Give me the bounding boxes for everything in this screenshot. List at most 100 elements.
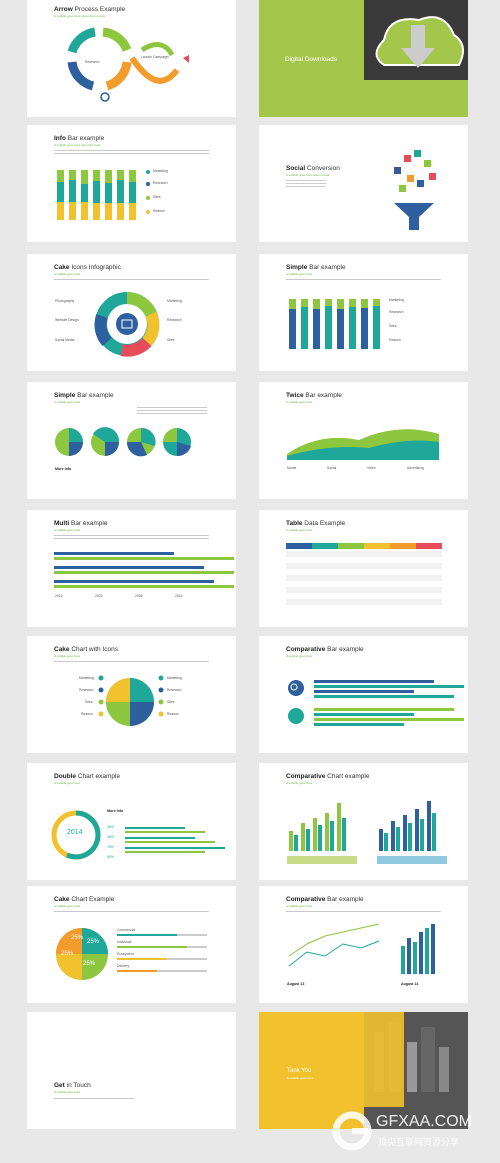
city-photo-frame xyxy=(364,1012,468,1129)
left-label-4: Reason xyxy=(81,712,93,716)
area-chart xyxy=(287,429,439,460)
watermark-tagline: 顶尖互联网资源分享 xyxy=(378,1137,460,1147)
slide-subtitle: A subtitle goes here xyxy=(54,1090,81,1094)
body-text-lines xyxy=(137,407,207,416)
pie-icons-chart xyxy=(98,675,164,726)
slide-title: Comparative Bar example xyxy=(286,646,364,653)
quarter-pie-chart xyxy=(56,928,207,980)
slide-subtitle: A subtitle goes here xyxy=(286,400,313,404)
label-website: Website Design xyxy=(55,318,79,322)
slide-simple-bar-a[interactable]: Simple Bar example A subtitle goes here … xyxy=(259,254,468,371)
slide-subtitle: A subtitle goes here xyxy=(286,272,313,276)
label-2016: 2016 xyxy=(55,594,63,598)
slide-info-bar[interactable]: Info Bar example A subtitle goes here ab… xyxy=(27,125,236,242)
slide-double-chart[interactable]: Double Chart example A subtitle goes her… xyxy=(27,763,236,880)
slide-comparative-bar-a[interactable]: Comparative Bar example A subtitle goes … xyxy=(259,636,468,753)
slide-digital-downloads[interactable]: Digital Downloads xyxy=(259,0,468,117)
comparative-column-charts xyxy=(287,801,447,864)
body-text-lines xyxy=(286,279,441,282)
slide-cake-icons[interactable]: Cake Icons Infographic A subtitle goes h… xyxy=(27,254,236,371)
stacked-bar-chart xyxy=(57,170,150,220)
label-august-14: August 14 xyxy=(401,982,419,986)
slide-comparative-chart[interactable]: Comparative Chart example A subtitle goe… xyxy=(259,763,468,880)
slide-subtitle: A subtitle goes here about social xyxy=(286,173,330,177)
label-video: Video xyxy=(367,466,376,470)
simple-bar-chart xyxy=(289,299,380,349)
slide-subtitle: A subtitle goes here xyxy=(54,781,81,785)
slide-multi-bar[interactable]: Multi Bar example A subtitle goes here 2… xyxy=(27,510,236,627)
pie-label-3: 25% xyxy=(71,935,84,941)
body-text-lines xyxy=(54,911,209,914)
label-more-info: More Info xyxy=(55,467,72,471)
slide-subtitle: A subtitle goes here xyxy=(286,904,313,908)
label-social: Social Media xyxy=(55,338,75,342)
slide-get-in-touch[interactable]: Get in Touch A subtitle goes here xyxy=(27,1012,236,1129)
slide-title: Simple Bar example xyxy=(54,392,114,399)
slide-subtitle: A subtitle goes here xyxy=(54,654,81,658)
slide-subtitle: A subtitle goes here about the process xyxy=(54,14,106,18)
slide-subtitle: A subtitle goes here xyxy=(286,654,313,658)
body-text-lines xyxy=(54,661,209,664)
label-sites: Sites xyxy=(167,338,175,342)
slide-title: Table Data Example xyxy=(286,520,346,527)
legend-reason: Reason xyxy=(389,338,401,342)
arrow-cycle-graphic xyxy=(67,27,189,102)
pct-4: 80% xyxy=(107,855,114,859)
slide-title: Digital Downloads xyxy=(285,56,338,63)
slide-title: Arrow Process Example xyxy=(54,6,126,13)
left-label-2: Research xyxy=(79,688,94,692)
slide-title: Comparative Bar example xyxy=(286,896,364,903)
slide-twice-bar[interactable]: Twice Bar example A subtitle goes here M… xyxy=(259,382,468,499)
label-photography: Photography xyxy=(55,299,75,303)
left-label-3: Sites xyxy=(85,700,93,704)
donut-bar-chart xyxy=(51,810,225,860)
line-and-bar-charts xyxy=(288,923,435,974)
slide-arrow-process[interactable]: Arrow Process Example A subtitle goes he… xyxy=(27,0,236,117)
slide-title: Double Chart example xyxy=(54,773,121,780)
legend-research: Research xyxy=(389,310,404,314)
slide-title: Cake Chart Example xyxy=(54,896,115,903)
pie-label-4: 25% xyxy=(83,961,96,967)
legend-marketing: Marketing xyxy=(389,298,404,302)
cloud-download-graphic xyxy=(364,0,468,80)
legend-marketing: Marketing xyxy=(153,169,168,173)
pie-label-2: 25% xyxy=(61,951,74,957)
body-text-lines xyxy=(286,911,441,914)
slide-table-data[interactable]: Table Data Example A subtitle goes here xyxy=(259,510,468,627)
slide-social-conversion[interactable]: Social Conversion A subtitle goes here a… xyxy=(259,125,468,242)
bar-label-individual: Individual xyxy=(117,940,132,944)
pct-3: 76% xyxy=(107,845,114,849)
right-label-1: Marketing xyxy=(167,676,182,680)
legend-sites: Sites xyxy=(153,195,161,199)
more-info-heading: More Info xyxy=(107,809,124,813)
right-label-2: Research xyxy=(167,688,182,692)
label-2008: 2008 xyxy=(135,594,143,598)
legend-sites: Sites xyxy=(389,324,397,328)
slide-comparative-bar-b[interactable]: Comparative Bar example A subtitle goes … xyxy=(259,886,468,1003)
slide-simple-bar-b[interactable]: Simple Bar example A subtitle goes here … xyxy=(27,382,236,499)
slide-title: Tank You xyxy=(287,1068,312,1074)
slide-title: Cake Chart with Icons xyxy=(54,646,118,653)
pct-2: 45% xyxy=(107,835,114,839)
slide-title: Social Conversion xyxy=(286,165,340,172)
slide-thank-you[interactable]: Tank You A subtitle goes here xyxy=(259,1012,468,1129)
slide-cake-chart-icons[interactable]: Cake Chart with Icons A subtitle goes he… xyxy=(27,636,236,753)
watermark-brand: GFXAA.COM xyxy=(376,1113,473,1130)
right-label-4: Reason xyxy=(167,712,179,716)
donut-center-year: 2014 xyxy=(67,829,83,836)
slide-cake-chart[interactable]: Cake Chart Example A subtitle goes here … xyxy=(27,886,236,1003)
slide-subtitle: A subtitle goes here xyxy=(286,528,313,532)
slide-subtitle: A subtitle goes here xyxy=(54,528,81,532)
slide-title: Multi Bar example xyxy=(54,520,108,527)
watermark-g-logo xyxy=(332,1111,372,1151)
watermark: GFXAA.COM 顶尖互联网资源分享 xyxy=(330,1103,500,1163)
label-research: Research xyxy=(85,60,100,64)
label-launch: Launch Campaign xyxy=(141,55,169,59)
slide-subtitle: A subtitle goes here about the bars xyxy=(54,143,101,147)
label-2014: 2014 xyxy=(175,594,183,598)
pie-row-chart xyxy=(55,427,191,457)
label-2003: 2003 xyxy=(95,594,103,598)
slide-title: Get in Touch xyxy=(54,1082,91,1089)
slide-title: Twice Bar example xyxy=(286,392,342,399)
